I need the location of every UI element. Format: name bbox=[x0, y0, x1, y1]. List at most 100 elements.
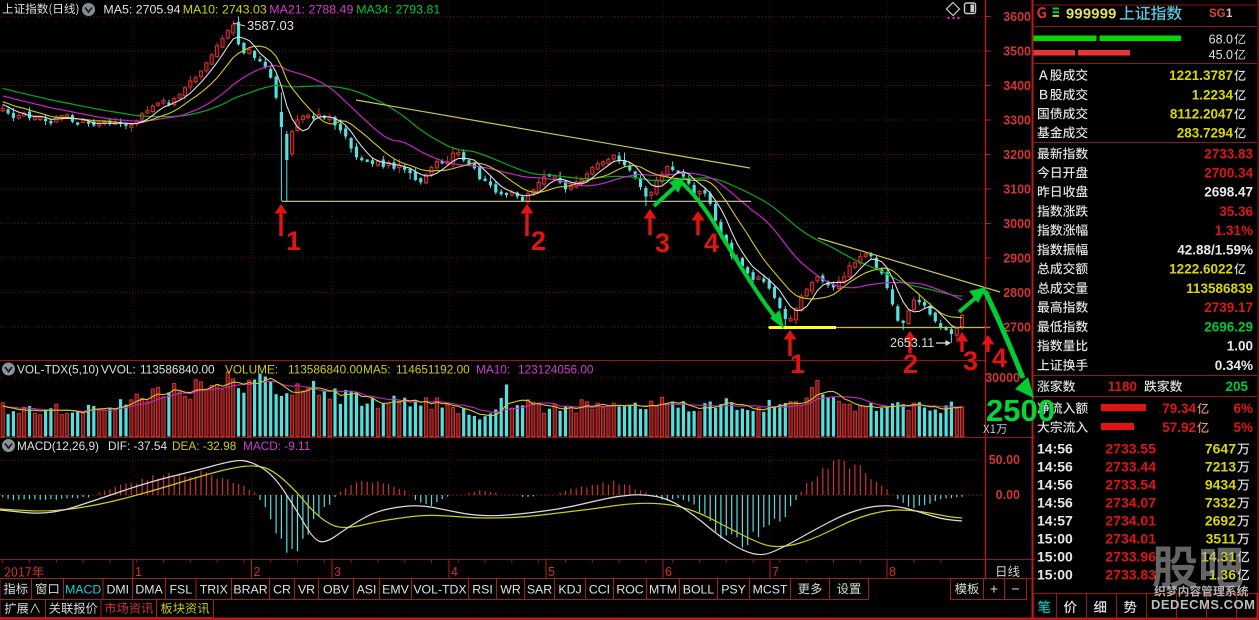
svg-text:VR: VR bbox=[298, 582, 315, 596]
svg-text:DEDECMS.COM: DEDECMS.COM bbox=[1151, 597, 1255, 612]
svg-text:SAR: SAR bbox=[527, 582, 552, 596]
svg-text:2: 2 bbox=[254, 565, 261, 579]
svg-text:15:00: 15:00 bbox=[1037, 549, 1073, 565]
svg-text:14:56: 14:56 bbox=[1037, 477, 1073, 493]
svg-text:DEA: -32.98: DEA: -32.98 bbox=[172, 439, 237, 453]
svg-text:BRAR: BRAR bbox=[233, 582, 267, 596]
svg-text:15:00: 15:00 bbox=[1037, 567, 1073, 583]
svg-text:MA5: 2705.94: MA5: 2705.94 bbox=[103, 3, 180, 17]
svg-text:2733.96: 2733.96 bbox=[1105, 549, 1156, 565]
svg-text:1.2234: 1.2234 bbox=[1192, 88, 1234, 103]
svg-text:FSL: FSL bbox=[170, 582, 193, 596]
svg-text:EMV: EMV bbox=[382, 582, 409, 596]
svg-text:2653.11: 2653.11 bbox=[890, 336, 934, 350]
svg-text:3511: 3511 bbox=[1206, 531, 1237, 547]
svg-text:14:56: 14:56 bbox=[1037, 459, 1073, 475]
svg-text:1: 1 bbox=[1226, 8, 1233, 20]
svg-text:2739.17: 2739.17 bbox=[1204, 300, 1253, 315]
svg-text:0.00: 0.00 bbox=[996, 488, 1020, 502]
svg-text:7213: 7213 bbox=[1205, 459, 1236, 475]
svg-text:ASI: ASI bbox=[357, 582, 377, 596]
svg-text:6: 6 bbox=[665, 565, 672, 579]
svg-text:PSY: PSY bbox=[721, 582, 746, 596]
svg-text:2700: 2700 bbox=[1003, 321, 1031, 335]
svg-text:MTM: MTM bbox=[649, 582, 677, 596]
svg-text:RSI: RSI bbox=[472, 582, 493, 596]
svg-text:MA10:: MA10: bbox=[476, 363, 510, 377]
svg-text:4: 4 bbox=[704, 228, 719, 258]
svg-text:VVOL:: VVOL: bbox=[101, 363, 136, 377]
svg-text:3: 3 bbox=[655, 228, 670, 258]
svg-text:114651192.00: 114651192.00 bbox=[396, 363, 470, 377]
svg-text:5%: 5% bbox=[1233, 420, 1253, 435]
svg-text:7: 7 bbox=[772, 565, 779, 579]
svg-text:3600: 3600 bbox=[1003, 10, 1031, 24]
svg-text:CR: CR bbox=[273, 582, 291, 596]
svg-text:1222.6022: 1222.6022 bbox=[1169, 262, 1233, 277]
svg-text:113586840.00: 113586840.00 bbox=[288, 363, 363, 377]
svg-text:6%: 6% bbox=[1233, 401, 1253, 416]
svg-text:3: 3 bbox=[334, 565, 341, 579]
svg-text:50.00: 50.00 bbox=[989, 453, 1020, 467]
svg-text:3: 3 bbox=[963, 346, 978, 376]
svg-text:2733.55: 2733.55 bbox=[1105, 441, 1156, 457]
svg-text:VOL-TDX: VOL-TDX bbox=[413, 582, 466, 596]
svg-text:2734.01: 2734.01 bbox=[1105, 531, 1156, 547]
svg-text:9434: 9434 bbox=[1205, 477, 1236, 493]
svg-text:2: 2 bbox=[903, 349, 918, 379]
svg-text:123124056.00: 123124056.00 bbox=[518, 363, 594, 377]
svg-text:14:57: 14:57 bbox=[1037, 513, 1073, 529]
svg-text:5: 5 bbox=[548, 565, 555, 579]
svg-text:2698.47: 2698.47 bbox=[1204, 185, 1253, 200]
svg-text:+: + bbox=[990, 580, 998, 596]
svg-text:OBV: OBV bbox=[323, 582, 350, 596]
svg-text:8112.2047: 8112.2047 bbox=[1170, 107, 1233, 122]
svg-text:7647: 7647 bbox=[1205, 441, 1236, 457]
svg-text:205: 205 bbox=[1225, 379, 1248, 394]
svg-text:3200: 3200 bbox=[1003, 148, 1031, 162]
svg-text:MCST: MCST bbox=[753, 582, 788, 596]
svg-text:1180: 1180 bbox=[1108, 379, 1137, 394]
svg-text:2734.07: 2734.07 bbox=[1105, 495, 1156, 511]
svg-text:SG: SG bbox=[1209, 8, 1226, 20]
svg-text:TRIX: TRIX bbox=[200, 582, 228, 596]
svg-text:MACD: -9.11: MACD: -9.11 bbox=[243, 439, 310, 453]
svg-text:1.31%: 1.31% bbox=[1215, 223, 1253, 238]
svg-text:−: − bbox=[1011, 580, 1019, 596]
svg-text:2500: 2500 bbox=[986, 393, 1055, 428]
svg-text:57.92: 57.92 bbox=[1162, 420, 1196, 435]
svg-text:2734.01: 2734.01 bbox=[1105, 513, 1156, 529]
svg-text:VOLUME:: VOLUME: bbox=[225, 363, 278, 377]
svg-text:ROC: ROC bbox=[616, 582, 643, 596]
svg-text:14:56: 14:56 bbox=[1037, 441, 1073, 457]
svg-text:2696.29: 2696.29 bbox=[1204, 320, 1253, 335]
svg-text:MACD(12,26,9): MACD(12,26,9) bbox=[17, 439, 99, 453]
svg-text:1: 1 bbox=[286, 226, 301, 256]
svg-text:2: 2 bbox=[531, 226, 546, 256]
svg-text:3400: 3400 bbox=[1003, 79, 1031, 93]
svg-text:WR: WR bbox=[500, 582, 521, 596]
svg-text:DMA: DMA bbox=[135, 582, 163, 596]
svg-text:3000: 3000 bbox=[1003, 217, 1031, 231]
svg-text:3300: 3300 bbox=[1003, 114, 1031, 128]
svg-text:113586839: 113586839 bbox=[1186, 281, 1253, 296]
svg-text:MA34: 2793.81: MA34: 2793.81 bbox=[356, 3, 440, 17]
svg-text:15:00: 15:00 bbox=[1037, 531, 1073, 547]
svg-text:30000: 30000 bbox=[985, 371, 1020, 385]
svg-text:4: 4 bbox=[451, 565, 458, 579]
svg-text:2700.34: 2700.34 bbox=[1204, 166, 1253, 181]
svg-text:999999: 999999 bbox=[1066, 7, 1117, 23]
svg-text:79.34: 79.34 bbox=[1162, 401, 1196, 416]
svg-text:2733.83: 2733.83 bbox=[1105, 567, 1156, 583]
svg-text:2733.83: 2733.83 bbox=[1204, 147, 1253, 162]
svg-text:2692: 2692 bbox=[1205, 513, 1236, 529]
svg-text:3500: 3500 bbox=[1003, 45, 1031, 59]
svg-text:7332: 7332 bbox=[1205, 495, 1236, 511]
svg-text:0.34%: 0.34% bbox=[1215, 358, 1253, 373]
svg-text:3587.03: 3587.03 bbox=[247, 18, 294, 33]
svg-text:3100: 3100 bbox=[1003, 183, 1031, 197]
svg-text:KDJ: KDJ bbox=[558, 582, 581, 596]
svg-text:MACD: MACD bbox=[65, 582, 101, 596]
svg-text:1.00: 1.00 bbox=[1227, 339, 1253, 354]
svg-text:DMI: DMI bbox=[107, 582, 130, 596]
